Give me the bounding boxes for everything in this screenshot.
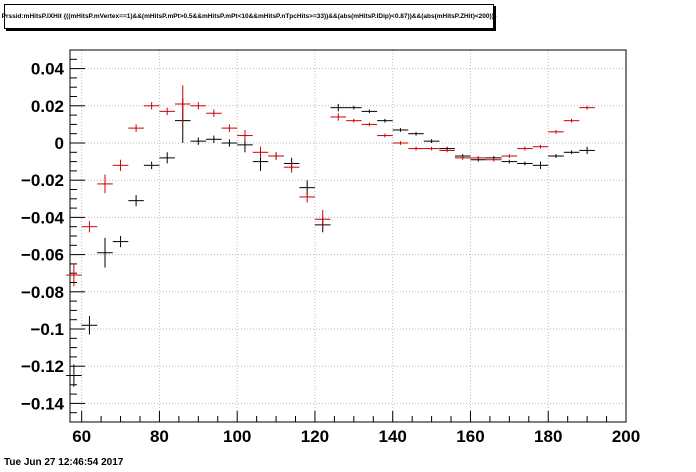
y-tick-label: −0.12: [21, 357, 64, 376]
data-point: [159, 152, 175, 164]
data-point: [268, 152, 284, 160]
x-tick-label: 100: [223, 427, 251, 446]
data-point: [81, 221, 98, 233]
x-axis: 60 80 100 120 140 160 180 200: [72, 411, 640, 446]
data-point: [206, 109, 222, 117]
data-point: [346, 105, 362, 110]
data-point: [97, 174, 113, 194]
x-tick-label: 200: [612, 427, 640, 446]
data-point: [439, 148, 455, 153]
data-point: [283, 161, 300, 173]
x-tick-label: 120: [301, 427, 329, 446]
data-point: [392, 128, 409, 132]
data-point: [112, 159, 129, 171]
data-point: [190, 137, 207, 145]
data-point: [237, 129, 253, 142]
data-point: [563, 118, 580, 123]
data-point: [330, 113, 347, 121]
data-point: [517, 146, 533, 151]
y-tick-label: −0.06: [21, 246, 64, 265]
data-point: [66, 364, 82, 387]
data-point: [532, 144, 549, 149]
y-tick-label: −0.1: [30, 320, 64, 339]
data-point: [361, 122, 378, 127]
data-point: [346, 118, 362, 123]
data-point: [486, 157, 502, 162]
data-point: [532, 161, 549, 170]
data-point: [579, 146, 595, 155]
x-tick-label: 180: [534, 427, 562, 446]
data-point: [299, 191, 315, 203]
data-point: [97, 237, 113, 268]
data-point: [128, 124, 144, 132]
data-point: [377, 133, 393, 138]
data-point: [314, 209, 331, 229]
y-tick-label: 0: [55, 134, 64, 153]
data-point: [143, 102, 160, 110]
x-tick-label: 140: [379, 427, 407, 446]
data-point: [548, 129, 564, 134]
x-tick-label: 80: [150, 427, 169, 446]
data-point: [454, 156, 471, 160]
data-points: [66, 85, 595, 387]
data-point: [361, 109, 378, 114]
y-tick-label: −0.08: [21, 283, 64, 302]
y-tick-label: −0.14: [21, 394, 65, 413]
data-point: [470, 156, 487, 160]
data-point: [174, 85, 191, 123]
data-point: [66, 263, 82, 287]
data-point: [81, 315, 98, 335]
series-1: [66, 98, 595, 387]
data-point: [423, 139, 440, 143]
data-point: [377, 118, 393, 123]
x-tick-label: 60: [72, 427, 91, 446]
data-point: [221, 139, 238, 147]
data-point: [501, 159, 518, 164]
data-point: [501, 154, 518, 158]
data-point: [112, 236, 129, 248]
stats-title-box: Prssid:mHitsP.IXHit {((mHitsP.mVertex==1…: [1, 4, 497, 29]
series-2: [66, 85, 595, 287]
data-point: [252, 146, 269, 158]
chart-title: Prssid:mHitsP.IXHit {((mHitsP.mVertex==1…: [1, 13, 497, 20]
y-tick-label: −0.04: [21, 208, 65, 227]
data-point: [408, 146, 424, 151]
y-tick-label: 0.04: [31, 60, 65, 79]
footer-timestamp: Tue Jun 27 12:46:54 2017: [4, 457, 124, 468]
data-point: [579, 105, 595, 110]
data-point: [517, 161, 533, 166]
data-point: [408, 131, 424, 136]
data-point: [548, 154, 564, 158]
data-point: [423, 146, 440, 151]
y-axis: 0.04 0.02 0 −0.02 −0.04 −0.06 −0.08 −0.1 −0.12 −0…: [21, 49, 85, 423]
data-point: [221, 124, 238, 132]
data-point: [206, 135, 222, 143]
x-tick-label: 160: [456, 427, 484, 446]
data-point: [330, 103, 347, 112]
data-point: [392, 141, 409, 145]
data-point: [159, 107, 175, 116]
data-point: [190, 102, 207, 110]
data-point: [143, 161, 160, 170]
y-tick-label: −0.02: [21, 171, 64, 190]
data-point: [563, 150, 580, 155]
y-tick-label: 0.02: [31, 97, 64, 116]
data-point: [128, 195, 144, 207]
